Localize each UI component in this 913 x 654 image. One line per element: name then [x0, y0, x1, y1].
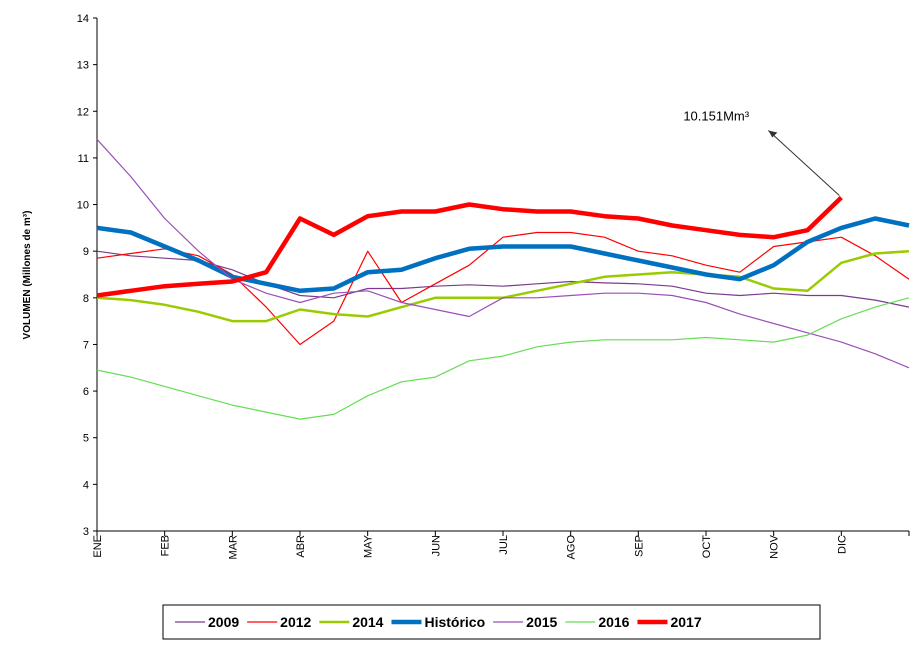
x-tick-label: ENE — [92, 535, 104, 558]
y-axis-label: VOLUMEN (Millones de m³) — [22, 211, 33, 340]
y-tick-label: 12 — [77, 106, 89, 118]
annotation-arrow — [767, 130, 840, 196]
series-line — [96, 297, 910, 420]
y-tick-label: 9 — [83, 246, 89, 258]
y-tick-label: 5 — [83, 433, 89, 445]
x-tick-label: ABR — [295, 535, 307, 558]
y-tick-label: 3 — [83, 526, 89, 538]
series-line — [96, 195, 843, 298]
y-tick-label: 4 — [83, 479, 89, 491]
x-tick-label: JUL — [498, 535, 510, 555]
annotation-text: 10.151Mm³ — [683, 109, 749, 124]
x-tick-label: SEP — [633, 535, 645, 557]
y-tick-label: 8 — [83, 293, 89, 305]
x-tick-label: NOV — [769, 534, 781, 559]
y-tick-label: 10 — [77, 200, 89, 212]
y-tick-label: 6 — [83, 386, 89, 398]
legend-label: Histórico — [424, 614, 485, 630]
y-tick-label: 7 — [83, 339, 89, 351]
x-tick-label: AGO — [566, 535, 578, 560]
x-tick-label: OCT — [701, 535, 713, 559]
legend-label: 2012 — [280, 614, 311, 630]
y-tick-label: 13 — [77, 60, 89, 72]
annotation-arrowhead — [768, 130, 778, 138]
legend-label: 2014 — [352, 614, 383, 630]
series-line — [96, 250, 910, 308]
legend-label: 2009 — [208, 614, 239, 630]
x-tick-label: MAY — [363, 534, 375, 558]
legend-label: 2015 — [526, 614, 557, 630]
x-tick-label: FEB — [160, 535, 172, 556]
legend-label: 2016 — [598, 614, 629, 630]
x-tick-label: MAR — [227, 535, 239, 560]
series-line — [96, 216, 910, 294]
x-tick-label: JUN — [430, 535, 442, 556]
legend: 2009 2012 2014 Histórico 2015 2016 2017 — [162, 604, 821, 640]
y-tick-label: 14 — [77, 13, 89, 25]
y-tick-label: 11 — [78, 153, 89, 165]
legend-label: 2017 — [670, 614, 701, 630]
x-tick-label: DIC — [836, 535, 848, 554]
